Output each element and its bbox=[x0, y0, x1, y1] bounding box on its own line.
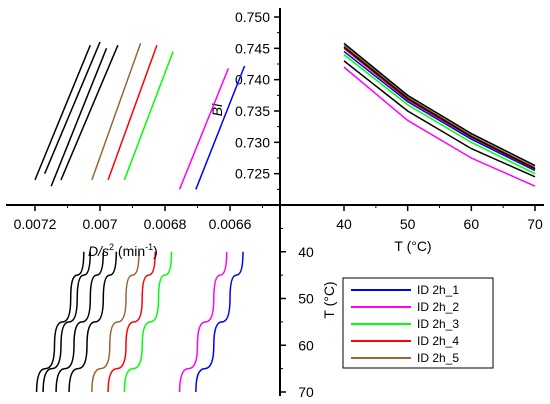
series-line-bi-d bbox=[178, 68, 230, 190]
series-line-bi-d bbox=[107, 44, 158, 181]
series-line-t-d bbox=[55, 251, 105, 393]
legend-label: ID 2h_3 bbox=[417, 317, 459, 331]
t-tick-label: 40 bbox=[336, 216, 352, 232]
series-line-t-d bbox=[68, 251, 118, 393]
series-line-t-d bbox=[35, 251, 85, 393]
bi-tick-label: 0.730 bbox=[235, 134, 270, 150]
series-line-bi-t bbox=[343, 54, 536, 175]
series-line-t-d bbox=[178, 251, 228, 393]
t-tick-label: 50 bbox=[400, 216, 416, 232]
bi-tick-label: 0.725 bbox=[235, 166, 270, 182]
tb-tick-label: 60 bbox=[298, 337, 314, 353]
series-line-bi-d bbox=[91, 43, 142, 181]
series-layer bbox=[34, 41, 536, 393]
series-line-bi-d bbox=[50, 48, 108, 187]
axes: 0.725 0.730 0.735 0.740 0.745 0.750 40 50 60 70 0.… bbox=[6, 8, 544, 400]
d-tick-label: 0.0068 bbox=[144, 216, 187, 232]
series-line-t-d bbox=[195, 251, 244, 393]
bi-tick-label: 0.750 bbox=[235, 9, 270, 25]
xlabel-ds2-end: ) bbox=[153, 243, 158, 259]
series-line-bi-t bbox=[343, 60, 536, 178]
bi-tick-label: 0.745 bbox=[235, 40, 270, 56]
legend-label: ID 2h_4 bbox=[417, 334, 459, 348]
t-tick-label: 70 bbox=[527, 216, 543, 232]
series-line-bi-d bbox=[60, 44, 119, 181]
legend: ID 2h_1 ID 2h_2 ID 2h_3 ID 2h_4 ID 2h_5 bbox=[342, 277, 494, 369]
legend-label: ID 2h_1 bbox=[417, 283, 459, 297]
xlabel-t: T (°C) bbox=[394, 238, 431, 254]
xlabel-ds2-unit: (min bbox=[114, 243, 145, 259]
tb-tick-label: 50 bbox=[298, 291, 314, 307]
xlabel-ds2: D/s2 (min-1) bbox=[88, 242, 158, 259]
series-line-bi-t bbox=[343, 42, 536, 167]
xlabel-ds2-unit-sup: -1 bbox=[145, 242, 153, 252]
bi-tick-label: 0.740 bbox=[235, 72, 270, 88]
xlabel-t-text: T (°C) bbox=[394, 238, 431, 254]
series-line-t-d bbox=[91, 251, 140, 393]
series-line-bi-t bbox=[343, 44, 536, 169]
series-line-t-d bbox=[107, 251, 156, 393]
series-line-t-d bbox=[42, 251, 92, 393]
labels: Bi T (°C) T (°C) D/s2 (min-1) bbox=[88, 103, 432, 319]
d-tick-label: 0.0072 bbox=[14, 216, 57, 232]
series-line-t-d bbox=[123, 251, 173, 393]
xlabel-ds2-sup: 2 bbox=[109, 242, 114, 252]
ylabel-t: T (°C) bbox=[321, 281, 337, 318]
series-line-bi-d bbox=[44, 41, 101, 174]
series-line-bi-t bbox=[343, 50, 536, 172]
tb-tick-label: 40 bbox=[298, 244, 314, 260]
t-tick-label: 60 bbox=[464, 216, 480, 232]
series-line-bi-t bbox=[343, 66, 536, 187]
bi-tick-label: 0.735 bbox=[235, 103, 270, 119]
series-line-bi-t bbox=[343, 46, 536, 170]
series-line-bi-d bbox=[123, 51, 174, 181]
series-line-bi-d bbox=[34, 44, 91, 181]
d-tick-label: 0.0066 bbox=[209, 216, 252, 232]
legend-label: ID 2h_2 bbox=[417, 300, 459, 314]
xlabel-ds2-main: D/s bbox=[88, 243, 109, 259]
legend-label: ID 2h_5 bbox=[417, 351, 459, 365]
series-line-bi-d bbox=[195, 65, 246, 190]
d-tick-label: 0.007 bbox=[82, 216, 117, 232]
ylabel-bi: Bi bbox=[209, 103, 225, 116]
tb-tick-label: 70 bbox=[298, 384, 314, 400]
